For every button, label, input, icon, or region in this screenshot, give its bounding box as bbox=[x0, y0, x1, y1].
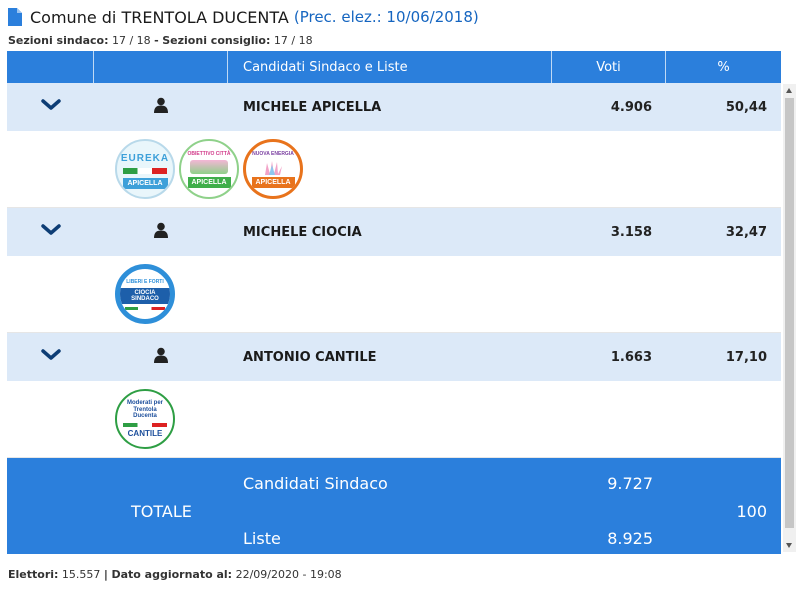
candidate-name: MICHELE APICELLA bbox=[243, 99, 382, 115]
totale-liste-label: Liste bbox=[243, 529, 281, 548]
chevron-down-icon[interactable] bbox=[40, 349, 61, 365]
elettori-label: Elettori: bbox=[8, 568, 59, 581]
totale-label: TOTALE bbox=[131, 502, 192, 521]
elettori-value: 15.557 bbox=[61, 568, 101, 581]
candidate-lists: Moderati per Trentola Ducenta CANTILE bbox=[7, 381, 781, 458]
scroll-down-arrow-icon[interactable] bbox=[786, 543, 792, 548]
scroll-up-arrow-icon[interactable] bbox=[786, 88, 792, 93]
totale-pct: 100 bbox=[736, 502, 767, 521]
aggiornato-label: Dato aggiornato al: bbox=[111, 568, 233, 581]
list-logo-obiettivo-citta[interactable]: OBIETTIVO CITTÀ APICELLA bbox=[179, 139, 239, 199]
sezioni-consiglio-label: Sezioni consiglio: bbox=[162, 34, 271, 47]
candidate-name: ANTONIO CANTILE bbox=[243, 349, 377, 365]
candidate-row[interactable]: MICHELE CIOCIA 3.158 32,47 bbox=[7, 208, 781, 256]
page-title: Comune di TRENTOLA DUCENTA bbox=[30, 7, 289, 27]
scrollbar[interactable] bbox=[783, 84, 796, 552]
candidate-pct: 50,44 bbox=[725, 99, 767, 115]
sezioni-info: Sezioni sindaco: 17 / 18 - Sezioni consi… bbox=[8, 34, 313, 47]
header-voti: Voti bbox=[552, 51, 666, 83]
header-pct: % bbox=[717, 59, 730, 75]
sezioni-separator: - bbox=[154, 34, 159, 47]
candidate-lists: LIBERI E FORTI CIOCIA SINDACO bbox=[7, 256, 781, 333]
candidate-voti: 1.663 bbox=[610, 349, 652, 365]
previous-election-link[interactable]: (Prec. elez.: 10/06/2018) bbox=[293, 8, 479, 26]
totale-candidati-label: Candidati Sindaco bbox=[243, 474, 388, 493]
list-logo-moderati[interactable]: Moderati per Trentola Ducenta CANTILE bbox=[115, 389, 175, 449]
totale-row: TOTALE Candidati Sindaco 9.727 Liste 8.9… bbox=[7, 458, 781, 554]
list-logo-ciocia[interactable]: LIBERI E FORTI CIOCIA SINDACO bbox=[115, 264, 175, 324]
results-table: Candidati Sindaco e Liste Voti % MICHELE… bbox=[7, 51, 781, 458]
list-logo-eureka[interactable]: EUREKA APICELLA bbox=[115, 139, 175, 199]
hand-icon bbox=[265, 161, 282, 175]
page-header: Comune di TRENTOLA DUCENTA (Prec. elez.:… bbox=[8, 6, 479, 28]
candidate-voti: 3.158 bbox=[610, 224, 652, 240]
candidate-lists: EUREKA APICELLA OBIETTIVO CITTÀ APICELLA… bbox=[7, 131, 781, 208]
totale-candidati-value: 9.727 bbox=[607, 474, 653, 493]
list-logo-nuova-energia[interactable]: NUOVA ENERGIA APICELLA bbox=[243, 139, 303, 199]
chevron-down-icon[interactable] bbox=[40, 99, 61, 115]
person-icon bbox=[153, 97, 169, 117]
candidate-pct: 17,10 bbox=[725, 349, 767, 365]
footer-info: Elettori: 15.557 | Dato aggiornato al: 2… bbox=[8, 568, 342, 581]
candidate-row[interactable]: MICHELE APICELLA 4.906 50,44 bbox=[7, 83, 781, 131]
header-expand-col bbox=[7, 51, 94, 83]
aggiornato-value: 22/09/2020 - 19:08 bbox=[235, 568, 342, 581]
totale-liste-value: 8.925 bbox=[607, 529, 653, 548]
candidate-row[interactable]: ANTONIO CANTILE 1.663 17,10 bbox=[7, 333, 781, 381]
sezioni-sindaco-label: Sezioni sindaco: bbox=[8, 34, 109, 47]
document-icon bbox=[8, 8, 22, 26]
footer-separator: | bbox=[103, 568, 108, 581]
candidate-pct: 32,47 bbox=[725, 224, 767, 240]
chevron-down-icon[interactable] bbox=[40, 224, 61, 240]
sezioni-consiglio-value: 17 / 18 bbox=[273, 34, 313, 47]
candidate-voti: 4.906 bbox=[610, 99, 652, 115]
person-icon bbox=[153, 222, 169, 242]
sezioni-sindaco-value: 17 / 18 bbox=[111, 34, 151, 47]
table-header: Candidati Sindaco e Liste Voti % bbox=[7, 51, 781, 83]
header-icon-col bbox=[94, 51, 228, 83]
header-candidates: Candidati Sindaco e Liste bbox=[228, 51, 552, 83]
scroll-thumb[interactable] bbox=[785, 98, 794, 528]
candidate-name: MICHELE CIOCIA bbox=[243, 224, 362, 240]
person-icon bbox=[153, 347, 169, 367]
